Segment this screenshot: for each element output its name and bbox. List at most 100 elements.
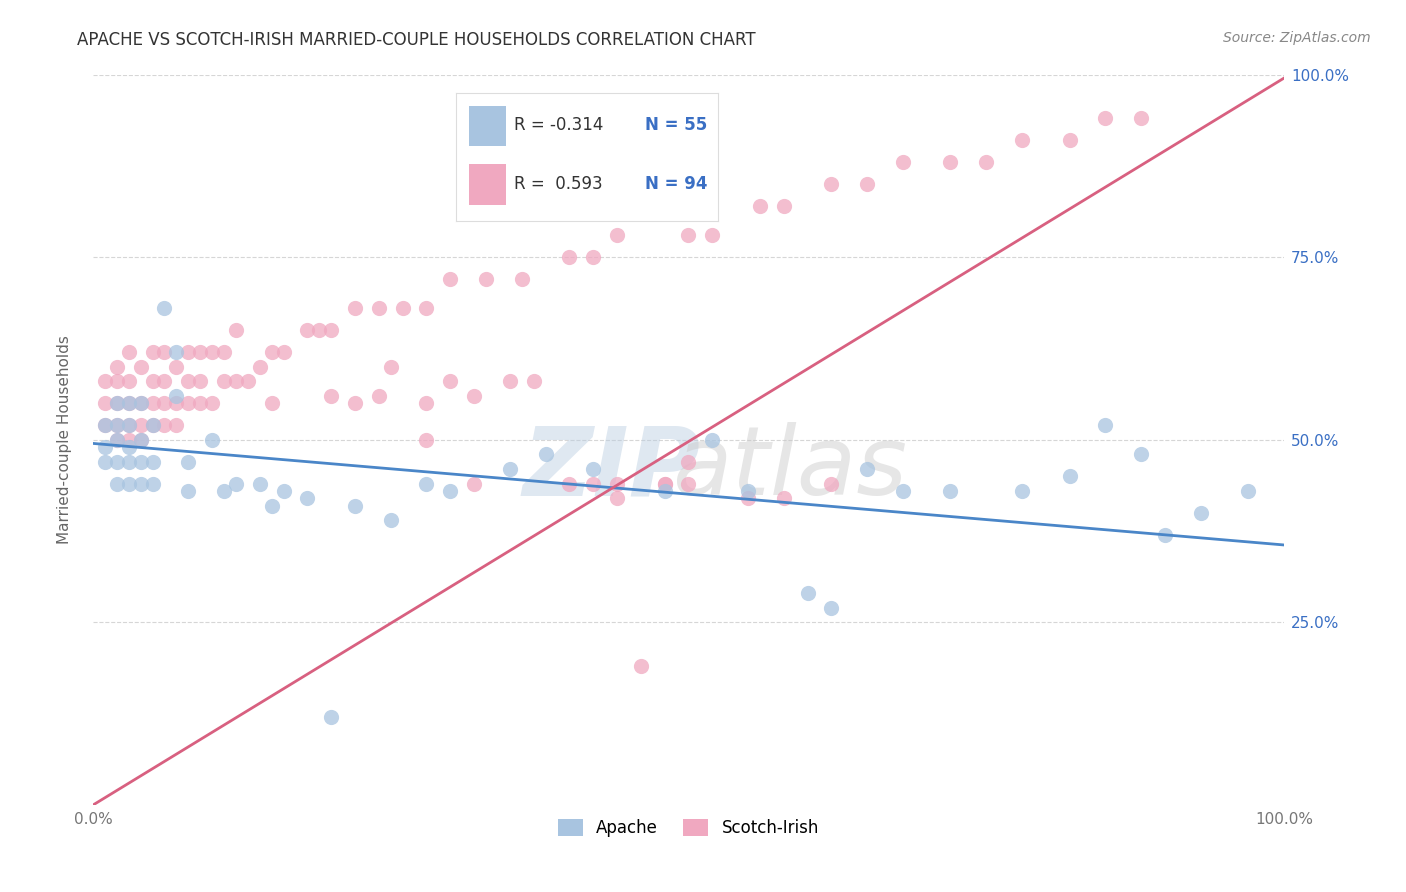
Point [212,345,235,359]
Point [105,396,128,410]
Point [891,155,914,169]
Point [1094,418,1116,433]
Point [142,374,165,388]
Point [105,476,128,491]
Point [523,374,546,388]
Point [654,476,676,491]
Point [165,418,187,433]
Point [1130,447,1153,461]
Point [94,440,117,454]
Point [343,301,366,316]
Point [201,396,224,410]
Point [939,483,962,498]
Point [939,155,962,169]
Point [188,396,211,410]
Point [249,476,271,491]
Point [582,250,605,264]
Point [273,483,295,498]
Point [260,499,283,513]
Point [177,345,200,359]
Point [974,155,997,169]
Point [367,301,389,316]
Point [129,359,152,374]
Point [165,359,187,374]
Point [297,491,319,506]
Point [177,455,200,469]
Point [891,483,914,498]
Point [105,433,128,447]
Point [153,374,176,388]
Point [273,345,295,359]
Point [153,418,176,433]
Point [105,433,128,447]
Point [118,455,141,469]
Point [772,491,794,506]
Point [380,513,402,527]
Point [153,345,176,359]
Point [165,389,187,403]
Point [212,374,235,388]
Point [820,177,842,191]
Point [225,374,247,388]
Point [201,433,224,447]
Point [105,396,128,410]
Point [1059,133,1081,147]
Text: atlas: atlas [672,423,907,516]
Point [343,499,366,513]
Point [391,301,413,316]
Point [94,455,117,469]
Point [321,710,343,724]
Point [105,418,128,433]
Point [702,433,724,447]
Point [415,301,437,316]
Point [343,396,366,410]
Point [678,455,700,469]
Point [260,396,283,410]
Point [630,659,652,673]
Point [678,228,700,243]
Point [94,396,117,410]
Point [796,586,818,600]
Point [1130,112,1153,126]
Point [260,345,283,359]
Text: APACHE VS SCOTCH-IRISH MARRIED-COUPLE HOUSEHOLDS CORRELATION CHART: APACHE VS SCOTCH-IRISH MARRIED-COUPLE HO… [77,31,756,49]
Point [737,483,759,498]
Point [201,345,224,359]
Point [1153,527,1175,541]
Point [177,374,200,388]
Point [321,389,343,403]
Point [308,323,330,337]
Point [105,455,128,469]
Point [177,396,200,410]
Point [499,462,522,476]
Point [94,418,117,433]
Point [1059,469,1081,483]
Point [415,396,437,410]
Point [188,374,211,388]
Point [129,476,152,491]
Point [678,476,700,491]
Point [654,483,676,498]
Point [321,323,343,337]
Point [297,323,319,337]
Point [702,228,724,243]
Point [165,345,187,359]
Point [439,483,461,498]
Point [748,199,770,213]
Point [153,396,176,410]
Point [153,301,176,316]
Point [249,359,271,374]
Point [177,483,200,498]
Point [129,396,152,410]
Point [1094,112,1116,126]
Point [105,374,128,388]
Point [118,476,141,491]
Point [118,396,141,410]
Point [118,396,141,410]
Point [772,199,794,213]
Point [129,455,152,469]
Point [236,374,259,388]
Point [212,483,235,498]
Point [142,455,165,469]
Point [510,272,533,286]
